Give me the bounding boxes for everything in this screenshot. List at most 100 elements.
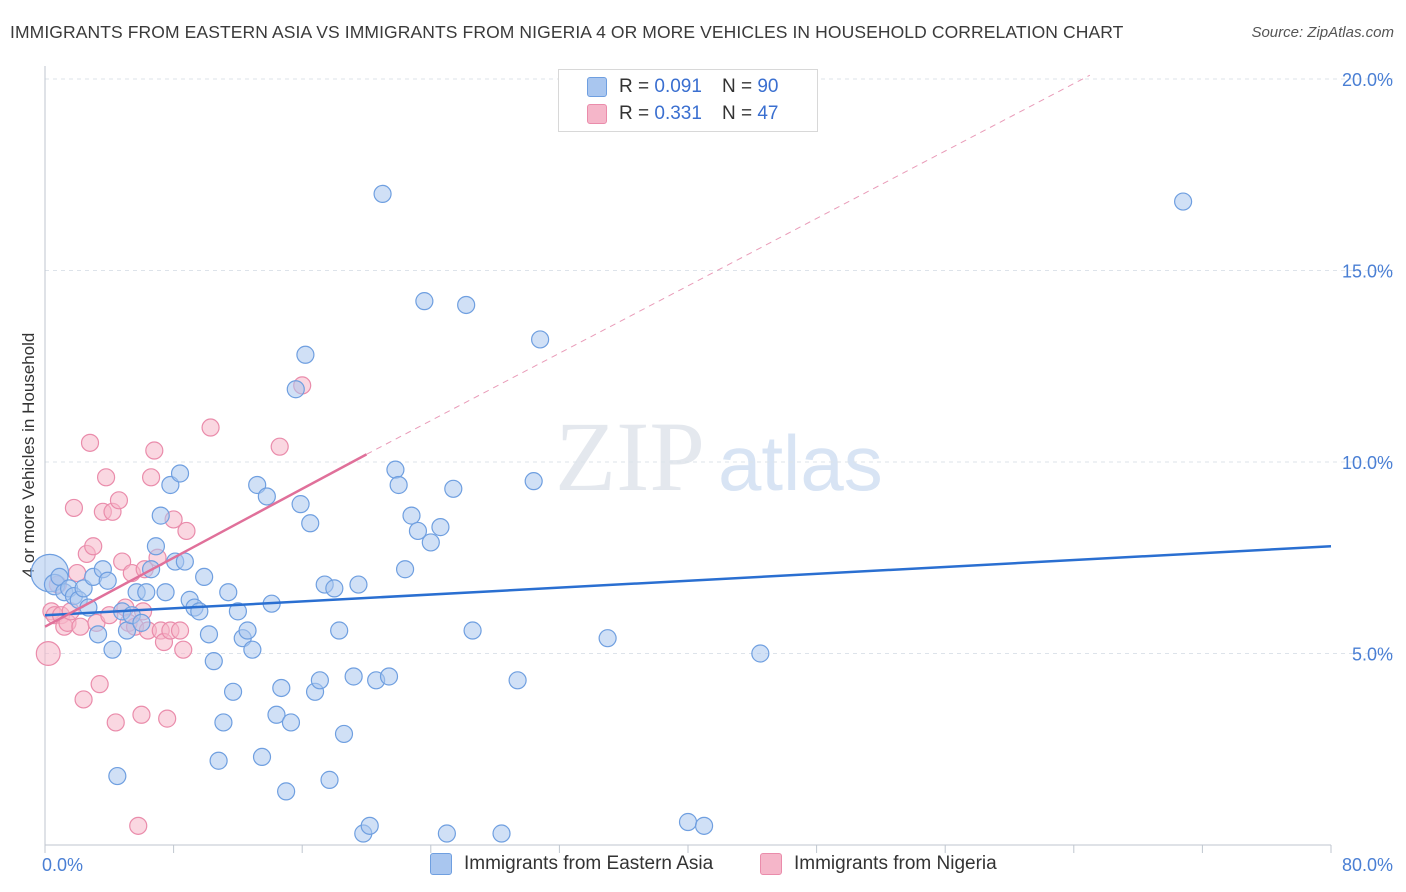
legend-n-value: 47	[757, 103, 779, 124]
data-point	[301, 514, 320, 533]
data-point	[80, 433, 100, 452]
bottom-legend-nigeria: Immigrants from Nigeria	[760, 851, 997, 877]
data-point	[310, 671, 329, 690]
data-point	[129, 816, 148, 835]
data-point	[431, 518, 450, 537]
trend-lines	[44, 74, 1332, 628]
source-label: Source: ZipAtlas.com	[1251, 24, 1394, 41]
data-point	[444, 479, 463, 498]
data-point	[68, 563, 87, 583]
bottom-legend-label: Immigrants from Eastern Asia	[464, 853, 714, 874]
data-point	[389, 475, 408, 495]
gridlines	[45, 78, 1393, 654]
trend-extension-nigeria	[366, 74, 1091, 455]
trend-line-nigeria	[44, 453, 368, 628]
bottom-legend-label: Immigrants from Nigeria	[794, 853, 997, 874]
data-point	[463, 621, 482, 640]
data-point	[146, 537, 166, 556]
data-point	[199, 625, 219, 644]
data-point	[257, 487, 276, 506]
y-axis-label: 4 or more Vehicles in Household	[19, 333, 38, 578]
legend-row-nigeria: R = 0.331 N = 47	[587, 101, 778, 127]
data-point	[267, 705, 286, 724]
data-point	[219, 583, 238, 602]
x-tick-label: 0.0%	[42, 855, 83, 875]
data-point	[360, 816, 379, 835]
data-point	[170, 464, 190, 483]
x-tick-label: 80.0%	[1342, 855, 1393, 875]
data-point	[141, 468, 161, 487]
bottom-legend-swatch-blue	[430, 853, 452, 875]
data-point	[214, 713, 233, 732]
data-point	[334, 724, 354, 744]
data-point	[195, 567, 214, 587]
data-point	[296, 345, 315, 364]
data-point	[437, 824, 456, 843]
data-point	[330, 621, 349, 640]
series-eastern-asia	[30, 184, 1193, 843]
watermark: ZIP atlas	[555, 401, 883, 512]
data-point	[103, 640, 122, 659]
data-point	[35, 640, 61, 666]
data-point	[177, 521, 196, 541]
data-point	[508, 671, 527, 690]
legend-swatch-pink	[587, 104, 607, 124]
data-point	[201, 418, 220, 437]
data-point	[531, 330, 550, 349]
data-point	[751, 644, 770, 663]
data-point	[174, 640, 193, 659]
y-tick-label: 5.0%	[1352, 645, 1393, 665]
legend-n-label: N =	[721, 76, 753, 97]
data-point	[223, 682, 243, 701]
data-point	[158, 709, 177, 728]
data-point	[109, 491, 129, 510]
data-point	[108, 766, 127, 786]
data-point	[386, 460, 405, 479]
y-tick-label: 15.0%	[1342, 262, 1393, 282]
data-point	[373, 184, 392, 203]
data-point	[320, 770, 339, 789]
legend-n-value: 90	[757, 76, 779, 97]
data-point	[678, 812, 698, 832]
legend-row-eastern-asia: R = 0.091 N = 90	[587, 74, 778, 100]
data-point	[349, 575, 368, 594]
bottom-legend-eastern-asia: Immigrants from Eastern Asia	[430, 851, 713, 877]
data-point	[238, 621, 257, 640]
data-point	[71, 617, 90, 636]
data-point	[415, 292, 434, 311]
data-point	[170, 621, 190, 640]
data-point	[270, 437, 289, 456]
data-point	[151, 506, 170, 525]
data-point	[694, 816, 714, 835]
data-point	[408, 521, 428, 541]
data-point	[88, 625, 108, 644]
data-point	[74, 690, 93, 709]
legend-n-label: N =	[721, 103, 753, 124]
data-point	[598, 629, 617, 648]
data-point	[325, 579, 344, 598]
y-tick-label: 10.0%	[1342, 453, 1393, 473]
data-point	[132, 705, 151, 724]
legend-r-label: R =	[619, 76, 650, 97]
data-point	[228, 602, 247, 621]
data-point	[272, 678, 291, 698]
ticks: 5.0% 10.0% 15.0% 20.0% 0.0% 80.0%	[42, 70, 1393, 875]
y-tick-label: 20.0%	[1342, 70, 1393, 90]
watermark-zip: ZIP	[555, 401, 705, 512]
data-point	[90, 675, 109, 694]
data-point	[457, 295, 476, 315]
data-point	[492, 824, 511, 843]
axes	[44, 66, 1332, 853]
data-point	[344, 667, 363, 686]
data-point	[524, 472, 543, 491]
data-point	[395, 560, 415, 579]
data-point	[204, 652, 223, 671]
data-point	[137, 583, 156, 602]
bottom-legend-swatch-pink	[760, 853, 782, 875]
trend-line-eastern-asia	[44, 545, 1332, 617]
data-point	[379, 667, 399, 686]
data-point	[281, 713, 301, 732]
data-point	[156, 583, 175, 602]
data-point	[286, 380, 305, 399]
